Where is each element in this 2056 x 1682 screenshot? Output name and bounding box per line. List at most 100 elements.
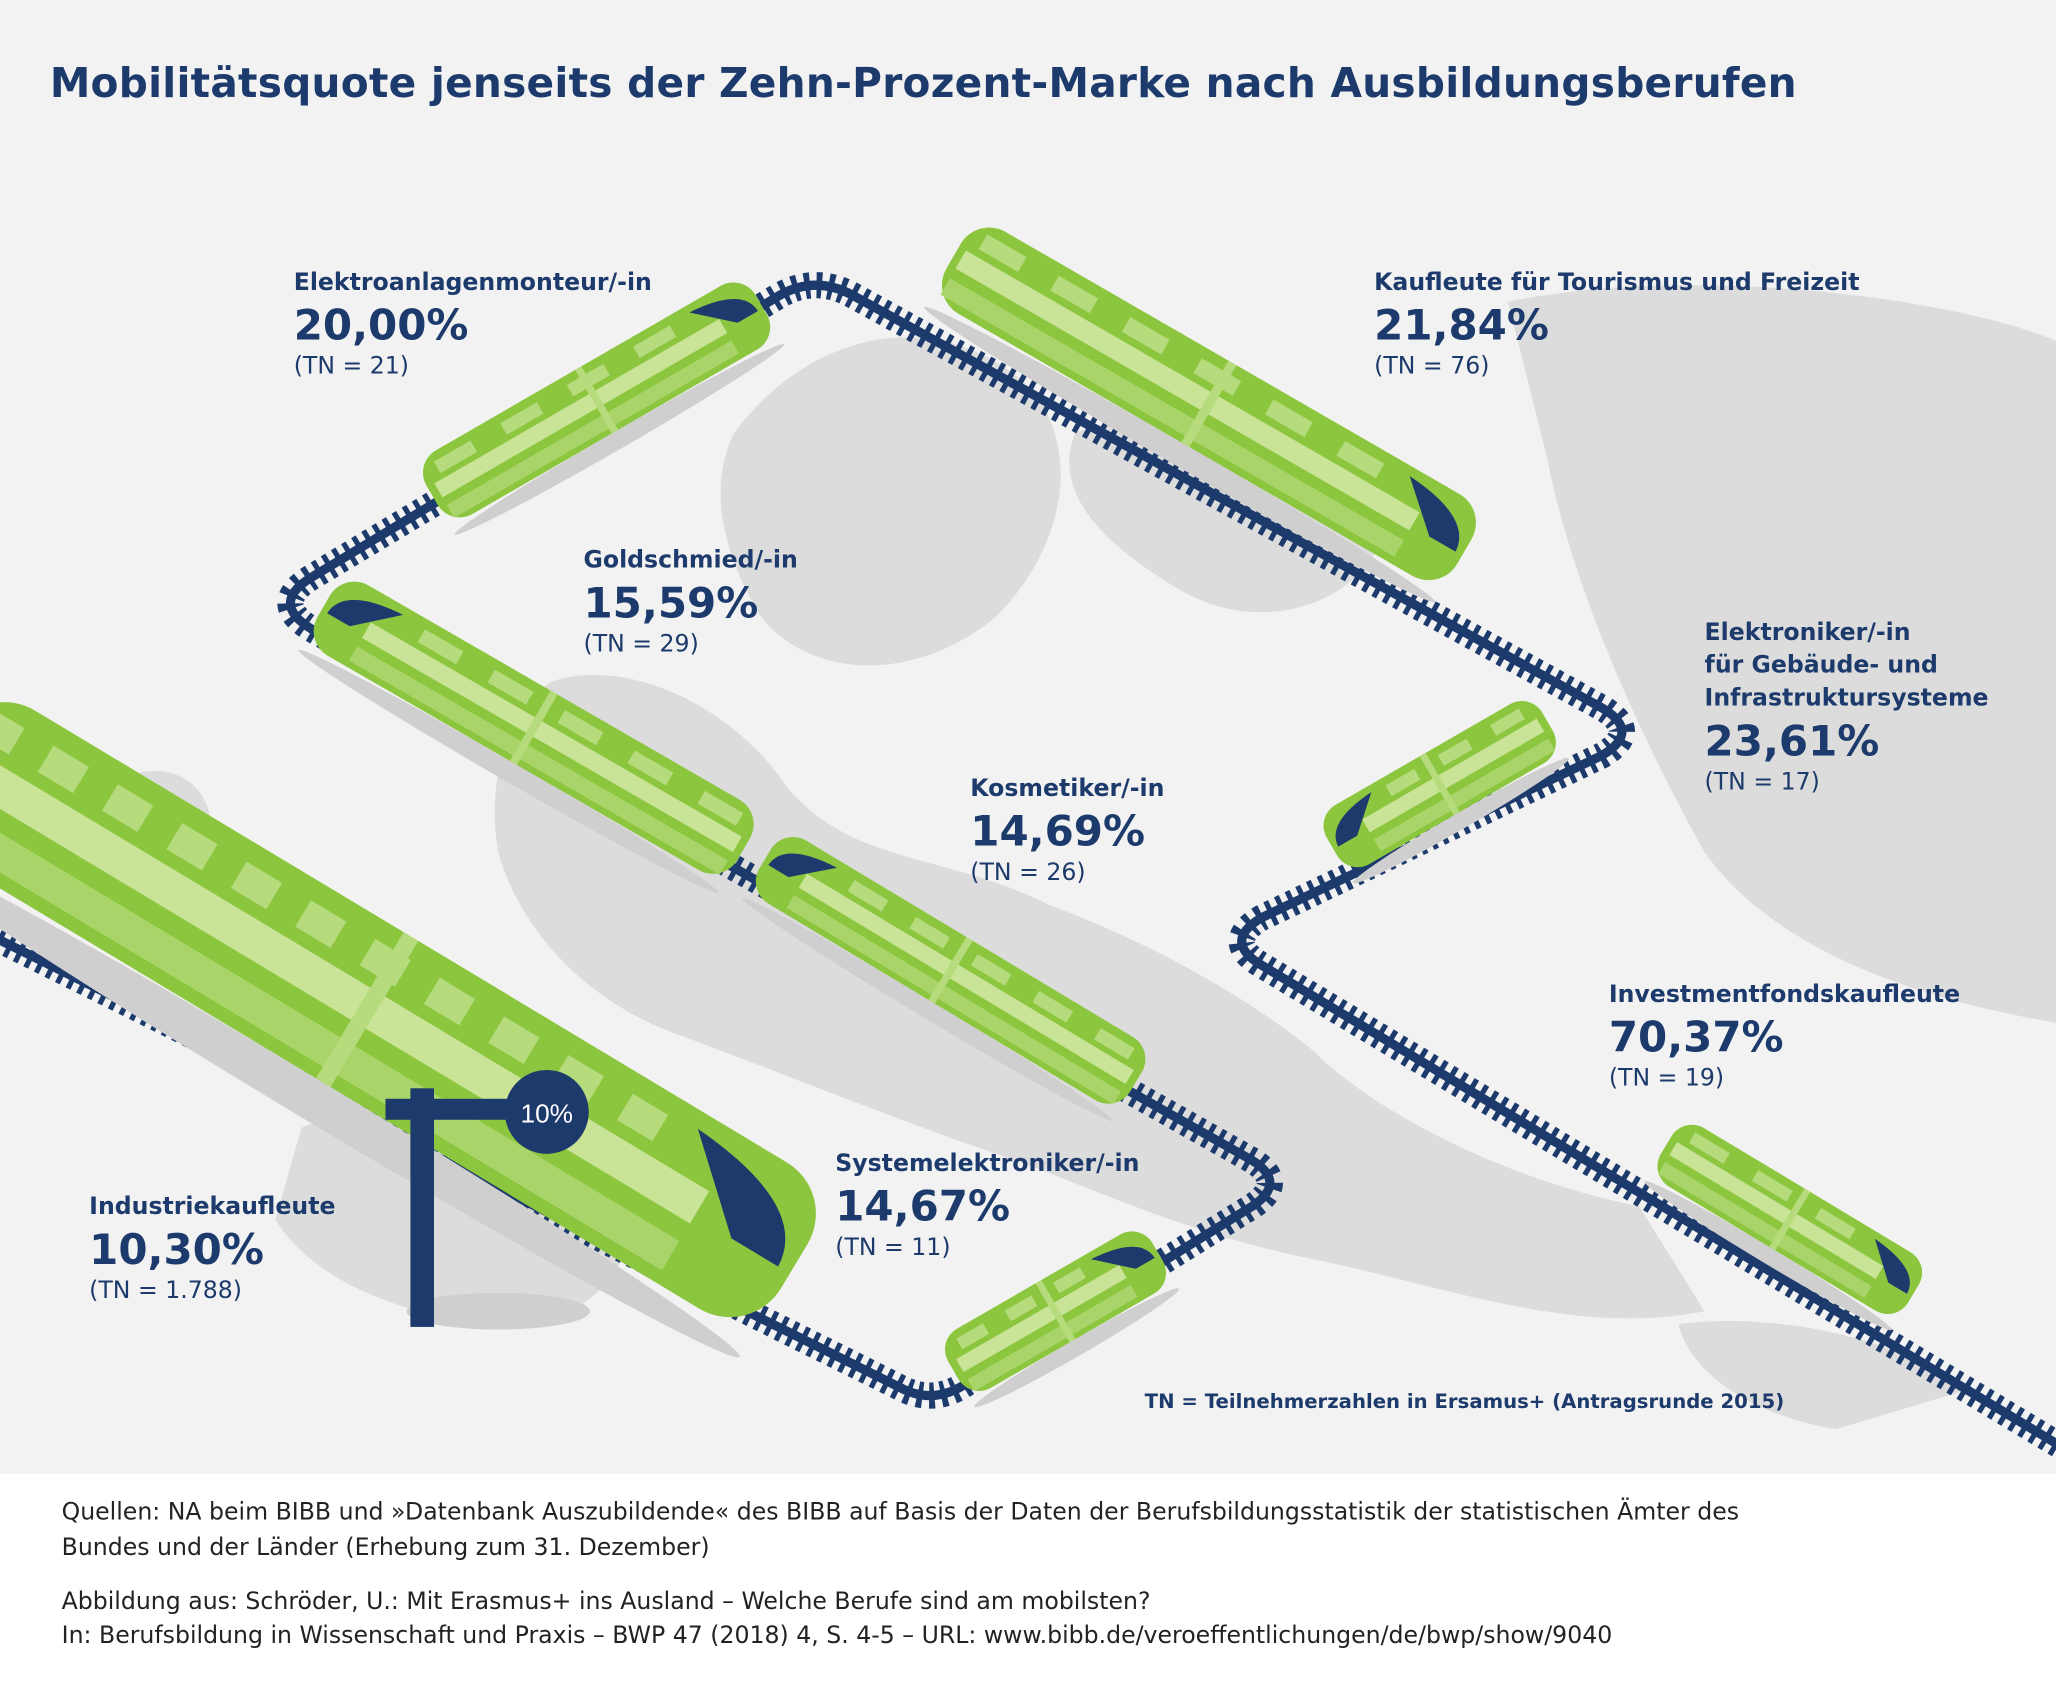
train-icon <box>422 282 785 535</box>
profession-name-line: Elektroniker/-in <box>1704 618 1911 647</box>
train-lower-band <box>0 789 680 1271</box>
train-windshield <box>1874 1238 1910 1294</box>
label-investmentfondskaufleute: Investmentfondskaufleute 70,37% (TN = 19… <box>1609 978 1960 1095</box>
mobility-rate: 23,61% <box>1704 715 1880 766</box>
train-stripe <box>956 1265 1127 1373</box>
train-coupling <box>1769 1188 1811 1251</box>
train-shadow <box>974 1288 1179 1408</box>
train-window <box>500 402 544 435</box>
europe-map-background <box>104 285 2056 1430</box>
mobility-rate: 14,69% <box>970 806 1146 857</box>
participant-count: (TN = 21) <box>293 352 410 381</box>
signal-label: 10% <box>521 1098 573 1128</box>
profession-name-line: für Gebäude- und <box>1704 651 1938 680</box>
train-lower-band <box>786 895 1122 1105</box>
train-lower-band <box>1373 738 1556 852</box>
train-shadow <box>924 306 1436 603</box>
train-shadow <box>298 649 719 893</box>
train-window <box>1032 990 1074 1023</box>
train-lower-band <box>967 1285 1138 1392</box>
profession-name-line: Infrastruktursysteme <box>1704 684 1989 712</box>
train-lower-band <box>446 340 739 518</box>
train-stripe <box>955 250 1420 531</box>
sources-line-1: Quellen: NA beim BIBB und »Datenbank Aus… <box>61 1498 1740 1527</box>
train-lower-band <box>1658 1162 1872 1298</box>
train-window <box>1050 275 1099 314</box>
train-window <box>978 234 1027 272</box>
train-icon <box>741 836 1146 1121</box>
train-window <box>102 784 154 832</box>
train-windshield <box>689 298 758 323</box>
train-coupling <box>1181 360 1237 448</box>
train-window <box>1094 1027 1135 1060</box>
label-systemelektroniker: Systemelektroniker/-in 14,67% (TN = 11) <box>835 1147 1139 1264</box>
train-window <box>956 1323 990 1350</box>
train-lower-band <box>940 278 1404 557</box>
participant-count: (TN = 76) <box>1374 352 1490 381</box>
train-coupling <box>1035 1279 1076 1343</box>
tn-legend-note: TN = Teilnehmerzahlen in Ersamus+ (Antra… <box>1144 1389 1785 1414</box>
train-window <box>230 861 283 910</box>
train-icon <box>924 227 1476 603</box>
train-window <box>1437 738 1473 766</box>
train-coupling <box>509 690 558 765</box>
train-windshield <box>768 853 837 878</box>
mobility-rate: 15,59% <box>583 578 759 629</box>
train-window <box>295 900 347 948</box>
train-icon <box>298 581 754 893</box>
train-icon <box>1323 701 1569 884</box>
profession-name: Investmentfondskaufleute <box>1608 980 1961 1009</box>
train-window <box>617 1093 669 1142</box>
train-window <box>1053 1267 1086 1294</box>
mobility-rate: 70,37% <box>1608 1012 1784 1063</box>
train-shadow <box>1644 1181 1892 1331</box>
profession-name: Systemelektroniker/-in <box>835 1149 1140 1178</box>
train-window <box>1814 1208 1856 1240</box>
profession-name: Goldschmied/-in <box>583 546 798 575</box>
train-coupling <box>575 366 619 434</box>
participant-count: (TN = 19) <box>1608 1064 1725 1093</box>
train-windshield <box>1090 1246 1155 1269</box>
mobility-rate: 10,30% <box>89 1224 264 1275</box>
participant-count: (TN = 1.788) <box>89 1277 242 1305</box>
train-window <box>1121 317 1170 355</box>
label-kaufleute-tourismus: Kaufleute für Tourismus und Freizeit 21,… <box>1374 266 1859 383</box>
profession-name: Industriekaufleute <box>89 1193 336 1221</box>
train-window <box>488 1016 540 1064</box>
train-shadow <box>454 343 785 535</box>
train-icon <box>945 1231 1179 1408</box>
train-stripe <box>361 622 742 853</box>
train-shadow <box>1352 758 1569 884</box>
train-window <box>697 790 744 826</box>
train-shadow <box>741 897 1113 1121</box>
sources-line-2: Bundes und der Länder (Erhebung zum 31. … <box>61 1534 710 1562</box>
train-window <box>557 710 604 745</box>
train-window <box>1688 1132 1730 1164</box>
citation-line-1: Abbildung aus: Schröder, U.: Mit Erasmus… <box>61 1587 1151 1616</box>
mobility-rate: 14,67% <box>835 1181 1010 1232</box>
train-window <box>0 706 25 755</box>
train-window <box>1004 1295 1038 1322</box>
train-window <box>627 750 674 786</box>
participant-count: (TN = 29) <box>583 630 699 659</box>
train-window <box>37 745 89 794</box>
train-stripe <box>1669 1142 1884 1280</box>
label-industriekaufleute: Industriekaufleute 10,30% (TN = 1.788) <box>89 1191 335 1308</box>
profession-name: Elektroanlagenmonteur/-in <box>293 268 652 297</box>
participant-count: (TN = 11) <box>835 1233 951 1262</box>
profession-name: Kosmetiker/-in <box>970 774 1165 803</box>
train-window <box>1264 399 1313 438</box>
train-windshield <box>1335 792 1372 847</box>
train-coupling <box>928 936 973 1004</box>
train-window <box>909 916 950 949</box>
train-window <box>847 879 889 912</box>
participant-count: (TN = 26) <box>970 858 1086 887</box>
train-window <box>1336 440 1385 479</box>
label-goldschmied: Goldschmied/-in 15,59% (TN = 29) <box>583 544 797 661</box>
train-window <box>433 440 478 474</box>
label-kosmetiker: Kosmetiker/-in 14,69% (TN = 26) <box>970 772 1164 889</box>
participant-count: (TN = 17) <box>1704 768 1820 796</box>
train-coupling <box>315 932 419 1088</box>
train-window <box>1193 358 1242 396</box>
train-windshield <box>697 1128 786 1267</box>
